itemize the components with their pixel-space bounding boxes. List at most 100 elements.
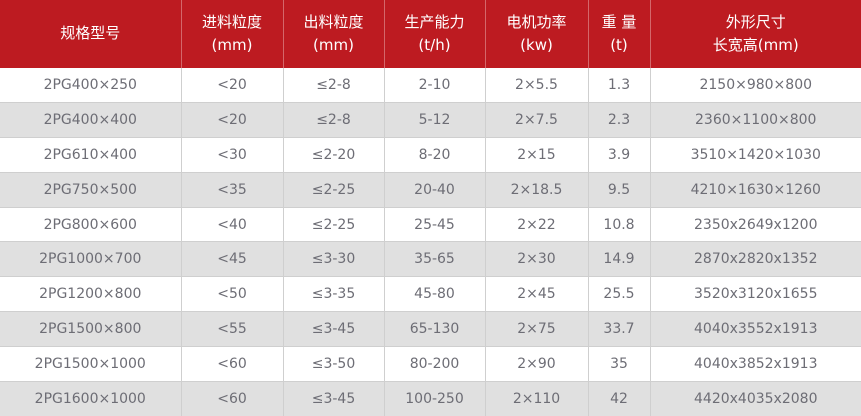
cell-weight: 9.5 bbox=[588, 172, 651, 208]
cell-power: 2×15 bbox=[485, 137, 589, 173]
table-row: 2PG1500×1000 <60 ≤3-50 80-200 2×90 35 4040x385… bbox=[0, 346, 861, 382]
cell-model: 2PG1600×1000 bbox=[0, 381, 182, 416]
cell-feed_size: <20 bbox=[181, 102, 284, 139]
cell-weight: 2.3 bbox=[588, 102, 651, 139]
cell-power: 2×22 bbox=[485, 207, 589, 243]
cell-model: 2PG400×400 bbox=[0, 102, 182, 139]
cell-weight: 1.3 bbox=[588, 68, 651, 104]
column-header-power: 电机功率 (kw) bbox=[485, 0, 589, 68]
cell-feed_size: <40 bbox=[181, 207, 284, 243]
cell-weight: 35 bbox=[588, 346, 651, 382]
cell-output_size: ≤2-20 bbox=[283, 137, 385, 173]
cell-model: 2PG610×400 bbox=[0, 137, 182, 173]
cell-model: 2PG800×600 bbox=[0, 207, 182, 243]
column-header-label-primary: 规格型号 bbox=[60, 24, 121, 43]
column-header-label-primary: 出料粒度 bbox=[303, 12, 364, 31]
table-row: 2PG400×250 <20 ≤2-8 2-10 2×5.5 1.3 2150×980×80… bbox=[0, 68, 861, 104]
cell-capacity: 35-65 bbox=[384, 241, 486, 278]
cell-output_size: ≤2-25 bbox=[283, 172, 385, 208]
cell-capacity: 8-20 bbox=[384, 137, 486, 173]
cell-capacity: 20-40 bbox=[384, 172, 486, 208]
column-header-dimensions: 外形尺寸长宽高(mm) bbox=[650, 0, 861, 68]
column-header-label-primary: 生产能力 bbox=[404, 12, 465, 31]
table-header-row: 规格型号 进料粒度 (mm) 出料粒度 (mm) 生产能力 (t/h) 电机功率 (kw) 重 量… bbox=[0, 0, 861, 68]
column-header-model: 规格型号 bbox=[0, 0, 182, 68]
column-header-label-unit: (mm) bbox=[313, 36, 354, 54]
cell-dimensions: 2150×980×800 bbox=[650, 68, 861, 104]
cell-dimensions: 4210×1630×1260 bbox=[650, 172, 861, 208]
table-body: 2PG400×250 <20 ≤2-8 2-10 2×5.5 1.3 2150×980×80… bbox=[0, 68, 861, 416]
column-header-label-primary: 进料粒度 bbox=[201, 12, 262, 31]
cell-model: 2PG1500×800 bbox=[0, 311, 182, 347]
cell-model: 2PG1000×700 bbox=[0, 241, 182, 278]
cell-model: 2PG1500×1000 bbox=[0, 346, 182, 382]
cell-output_size: ≤3-45 bbox=[283, 381, 385, 416]
cell-power: 2×30 bbox=[485, 241, 589, 278]
column-header-feed_size: 进料粒度 (mm) bbox=[181, 0, 284, 68]
cell-capacity: 100-250 bbox=[384, 381, 486, 416]
cell-power: 2×18.5 bbox=[485, 172, 589, 208]
column-header-capacity: 生产能力 (t/h) bbox=[384, 0, 486, 68]
cell-capacity: 45-80 bbox=[384, 276, 486, 313]
cell-weight: 42 bbox=[588, 381, 651, 416]
cell-output_size: ≤2-8 bbox=[283, 68, 385, 104]
cell-feed_size: <30 bbox=[181, 137, 284, 173]
cell-capacity: 5-12 bbox=[384, 102, 486, 139]
table-header: 规格型号 进料粒度 (mm) 出料粒度 (mm) 生产能力 (t/h) 电机功率 (kw) 重 量… bbox=[0, 0, 861, 68]
cell-model: 2PG400×250 bbox=[0, 68, 182, 104]
column-header-label-primary: 外形尺寸 bbox=[725, 12, 786, 31]
cell-capacity: 80-200 bbox=[384, 346, 486, 382]
column-header-label-primary: 重 量 bbox=[601, 12, 637, 31]
cell-feed_size: <20 bbox=[181, 68, 284, 104]
cell-dimensions: 2360×1100×800 bbox=[650, 102, 861, 139]
cell-weight: 3.9 bbox=[588, 137, 651, 173]
cell-model: 2PG750×500 bbox=[0, 172, 182, 208]
table-row: 2PG750×500 <35 ≤2-25 20-40 2×18.5 9.5 4210×163… bbox=[0, 172, 861, 208]
cell-output_size: ≤2-8 bbox=[283, 102, 385, 139]
cell-dimensions: 4420x4035x2080 bbox=[650, 381, 861, 416]
cell-feed_size: <60 bbox=[181, 346, 284, 382]
cell-capacity: 2-10 bbox=[384, 68, 486, 104]
cell-power: 2×75 bbox=[485, 311, 589, 347]
cell-power: 2×7.5 bbox=[485, 102, 589, 139]
cell-output_size: ≤2-25 bbox=[283, 207, 385, 243]
table-row: 2PG1200×800 <50 ≤3-35 45-80 2×45 25.5 3520x312… bbox=[0, 276, 861, 313]
column-header-label-unit: (t/h) bbox=[418, 36, 451, 54]
cell-model: 2PG1200×800 bbox=[0, 276, 182, 313]
column-header-label-unit: (mm) bbox=[211, 36, 253, 54]
cell-feed_size: <50 bbox=[181, 276, 284, 313]
cell-output_size: ≤3-50 bbox=[283, 346, 385, 382]
cell-output_size: ≤3-45 bbox=[283, 311, 385, 347]
cell-capacity: 25-45 bbox=[384, 207, 486, 243]
cell-dimensions: 4040x3552x1913 bbox=[650, 311, 861, 347]
cell-feed_size: <45 bbox=[181, 241, 284, 278]
column-header-label-unit: (t) bbox=[610, 36, 628, 54]
cell-dimensions: 2350x2649x1200 bbox=[650, 207, 861, 243]
cell-power: 2×5.5 bbox=[485, 68, 589, 104]
cell-power: 2×90 bbox=[485, 346, 589, 382]
column-header-label-primary: 电机功率 bbox=[506, 12, 567, 31]
cell-dimensions: 3520x3120x1655 bbox=[650, 276, 861, 313]
cell-weight: 14.9 bbox=[588, 241, 651, 278]
table-row: 2PG1600×1000 <60 ≤3-45 100-250 2×110 42 4420x4… bbox=[0, 381, 861, 416]
column-header-label-unit: (kw) bbox=[520, 36, 553, 54]
table-row: 2PG610×400 <30 ≤2-20 8-20 2×15 3.9 3510×1420×1… bbox=[0, 137, 861, 173]
column-header-label-unit: 长宽高(mm) bbox=[712, 36, 799, 54]
cell-feed_size: <60 bbox=[181, 381, 284, 416]
cell-dimensions: 3510×1420×1030 bbox=[650, 137, 861, 173]
cell-power: 2×110 bbox=[485, 381, 589, 416]
cell-output_size: ≤3-35 bbox=[283, 276, 385, 313]
cell-power: 2×45 bbox=[485, 276, 589, 313]
cell-feed_size: <55 bbox=[181, 311, 284, 347]
cell-dimensions: 2870x2820x1352 bbox=[650, 241, 861, 278]
cell-dimensions: 4040x3852x1913 bbox=[650, 346, 861, 382]
table-row: 2PG800×600 <40 ≤2-25 25-45 2×22 10.8 2350x2649… bbox=[0, 207, 861, 243]
cell-output_size: ≤3-30 bbox=[283, 241, 385, 278]
table-row: 2PG400×400 <20 ≤2-8 5-12 2×7.5 2.3 2360×1100×8… bbox=[0, 102, 861, 139]
cell-weight: 10.8 bbox=[588, 207, 651, 243]
table-row: 2PG1000×700 <45 ≤3-30 35-65 2×30 14.9 2870x282… bbox=[0, 241, 861, 278]
cell-weight: 25.5 bbox=[588, 276, 651, 313]
cell-weight: 33.7 bbox=[588, 311, 651, 347]
column-header-weight: 重 量 (t) bbox=[588, 0, 651, 68]
